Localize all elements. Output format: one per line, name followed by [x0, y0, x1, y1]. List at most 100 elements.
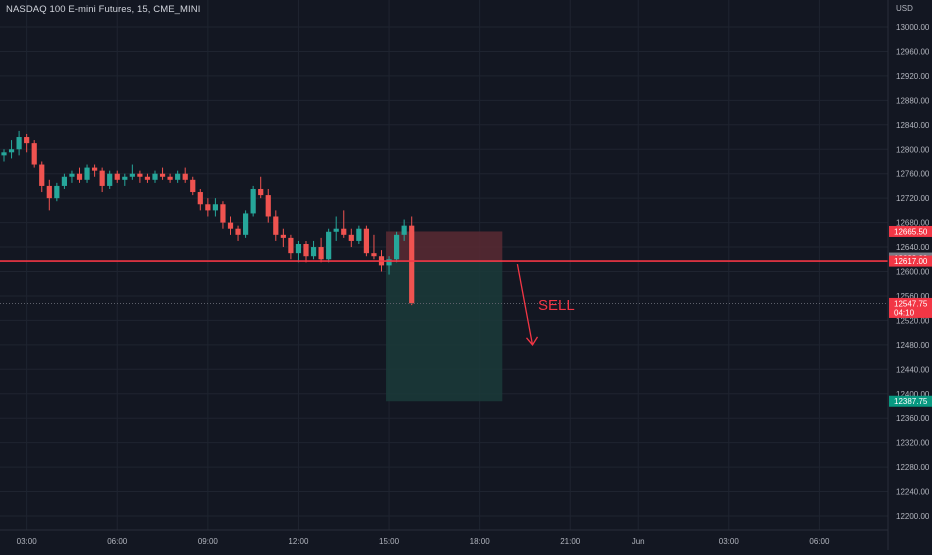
candle-body: [167, 176, 173, 180]
candles: [1, 130, 415, 306]
price-tick-label: 12200.00: [896, 512, 930, 521]
candle-body: [333, 228, 339, 232]
price-tick-label: 12880.00: [896, 96, 930, 105]
sell-label[interactable]: SELL: [538, 297, 575, 314]
candle-body: [235, 228, 241, 235]
candle-body: [129, 173, 135, 177]
sell-arrow-head: [526, 336, 539, 346]
horizontal-lines[interactable]: [0, 260, 888, 304]
time-tick-label: 06:00: [107, 537, 128, 546]
price-tick-label: 12400.00: [896, 390, 930, 399]
candle-body: [159, 173, 166, 177]
time-tick-label: 03:00: [17, 537, 38, 546]
time-tick-label: 21:00: [560, 537, 581, 546]
price-tag-label: 12387.75: [894, 397, 928, 406]
candle-body: [220, 204, 226, 223]
price-tick-label: 12480.00: [896, 341, 930, 350]
candle-body: [394, 234, 400, 260]
price-tick-label: 12720.00: [896, 194, 930, 203]
candle-body: [356, 228, 362, 241]
price-tag: [889, 255, 932, 267]
candle-body: [1, 152, 7, 156]
candle-body: [16, 137, 22, 150]
candle-body: [341, 228, 347, 235]
time-tick-label: 09:00: [198, 537, 219, 546]
price-tick-label: 12440.00: [896, 365, 930, 374]
candle-body: [310, 247, 317, 257]
candle-body: [250, 188, 256, 214]
price-tick-label: 12560.00: [896, 292, 930, 301]
countdown-label: 04:10: [894, 308, 915, 317]
candle-body: [46, 185, 52, 199]
price-tag-label: 12665.50: [894, 227, 928, 236]
candle-body: [39, 164, 45, 186]
price-tick-label: 12840.00: [896, 121, 930, 130]
price-tick-label: 13000.00: [896, 23, 930, 32]
price-tick-label: 12960.00: [896, 47, 930, 56]
candle-body: [371, 253, 377, 257]
candle-body: [265, 195, 271, 217]
price-tag: [889, 225, 932, 237]
candle-body: [348, 234, 354, 241]
candle-body: [401, 225, 407, 235]
candle-body: [243, 213, 249, 235]
price-tick-label: 12640.00: [896, 243, 930, 252]
currency-label: USD: [896, 4, 913, 13]
candle-body: [280, 234, 286, 238]
candle-body: [24, 137, 30, 144]
candle-body: [212, 204, 218, 211]
candle-body: [69, 173, 75, 177]
time-tick-label: 15:00: [379, 537, 400, 546]
candle-body: [258, 188, 264, 196]
take-profit-zone[interactable]: [386, 261, 503, 402]
candle-body: [273, 216, 279, 235]
candle-body: [144, 176, 151, 180]
candle-body: [61, 176, 67, 186]
candle-body: [31, 143, 37, 165]
price-tick-label: 12520.00: [896, 316, 930, 325]
stop-loss-zone[interactable]: [386, 231, 503, 262]
candle-body: [288, 237, 294, 254]
candle-body: [152, 173, 158, 180]
time-tick-label: 18:00: [470, 537, 491, 546]
candle-body: [227, 222, 234, 229]
price-tag-label: 12617.00: [894, 257, 928, 266]
sell-arrow-shaft[interactable]: [516, 264, 534, 345]
candle-body: [363, 228, 369, 254]
price-tick-label: 12920.00: [896, 72, 930, 81]
candle-body: [326, 231, 332, 260]
symbol-title: NASDAQ 100 E-mini Futures, 15, CME_MINI: [6, 4, 201, 15]
candle-body: [182, 173, 188, 180]
candle-body: [386, 259, 392, 266]
candle-body: [205, 204, 211, 211]
time-tick-label: Jun: [632, 537, 645, 546]
candle-body: [295, 243, 302, 254]
annotations[interactable]: SELL: [516, 264, 575, 346]
position-zones[interactable]: [386, 231, 503, 402]
price-tag: [889, 297, 932, 318]
time-tick-label: 12:00: [288, 537, 309, 546]
candle-body: [114, 173, 120, 180]
candle-body: [107, 173, 113, 186]
candle-body: [190, 179, 196, 193]
candle-body: [175, 173, 181, 180]
candle-body: [137, 173, 143, 177]
price-tag: [889, 395, 932, 407]
candle-body: [122, 176, 128, 180]
candle-body: [84, 167, 90, 180]
price-tick-label: 12320.00: [896, 439, 930, 448]
price-tick-label: 12600.00: [896, 268, 930, 277]
price-tick-label: 12760.00: [896, 170, 930, 179]
price-tick-label: 12240.00: [896, 488, 930, 497]
candle-body: [197, 192, 203, 205]
price-tick-label: 12280.00: [896, 463, 930, 472]
time-tick-label: 06:00: [809, 537, 830, 546]
candle-body: [303, 243, 309, 257]
candle-body: [409, 225, 415, 304]
price-tick-label: 12800.00: [896, 145, 930, 154]
candle-body: [318, 247, 324, 260]
candle-body: [8, 149, 15, 153]
